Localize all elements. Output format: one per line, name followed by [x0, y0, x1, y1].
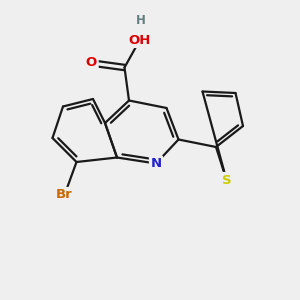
Text: N: N	[150, 157, 162, 170]
Text: OH: OH	[128, 34, 151, 47]
Text: Br: Br	[56, 188, 73, 202]
Text: H: H	[136, 14, 146, 28]
Text: S: S	[222, 173, 231, 187]
Text: O: O	[86, 56, 97, 70]
